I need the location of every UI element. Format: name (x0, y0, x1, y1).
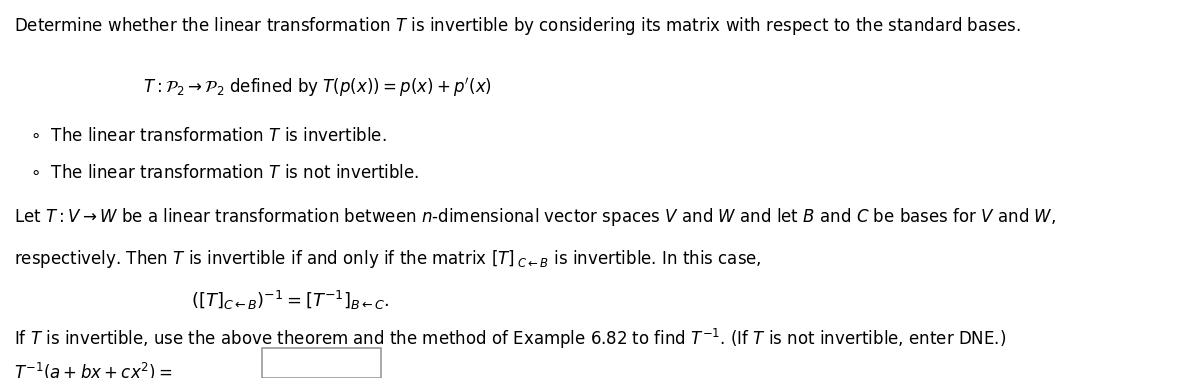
Text: Let $T : V \rightarrow W$ be a linear transformation between $n$-dimensional vec: Let $T : V \rightarrow W$ be a linear tr… (14, 206, 1056, 228)
Text: $\circ$  The linear transformation $T$ is not invertible.: $\circ$ The linear transformation $T$ is… (30, 164, 420, 183)
Text: Determine whether the linear transformation $T$ is invertible by considering its: Determine whether the linear transformat… (14, 15, 1022, 37)
Text: $\left([T]_{C \leftarrow B}\right)^{-1} = \left[T^{-1}\right]_{B \leftarrow C}.$: $\left([T]_{C \leftarrow B}\right)^{-1} … (191, 289, 390, 312)
Text: If $T$ is invertible, use the above theorem and the method of Example 6.82 to fi: If $T$ is invertible, use the above theo… (14, 327, 1006, 351)
FancyBboxPatch shape (262, 348, 381, 378)
Text: $T : \mathcal{P}_2 \rightarrow \mathcal{P}_2$ defined by $T(p(x)) = p(x) + p'(x): $T : \mathcal{P}_2 \rightarrow \mathcal{… (143, 76, 492, 99)
Text: $\circ$  The linear transformation $T$ is invertible.: $\circ$ The linear transformation $T$ is… (30, 127, 386, 145)
Text: $T^{-1}(a + bx + cx^2) =$: $T^{-1}(a + bx + cx^2) =$ (14, 361, 173, 378)
Text: respectively. Then $T$ is invertible if and only if the matrix $[T]_{\;C \leftar: respectively. Then $T$ is invertible if … (14, 248, 762, 270)
